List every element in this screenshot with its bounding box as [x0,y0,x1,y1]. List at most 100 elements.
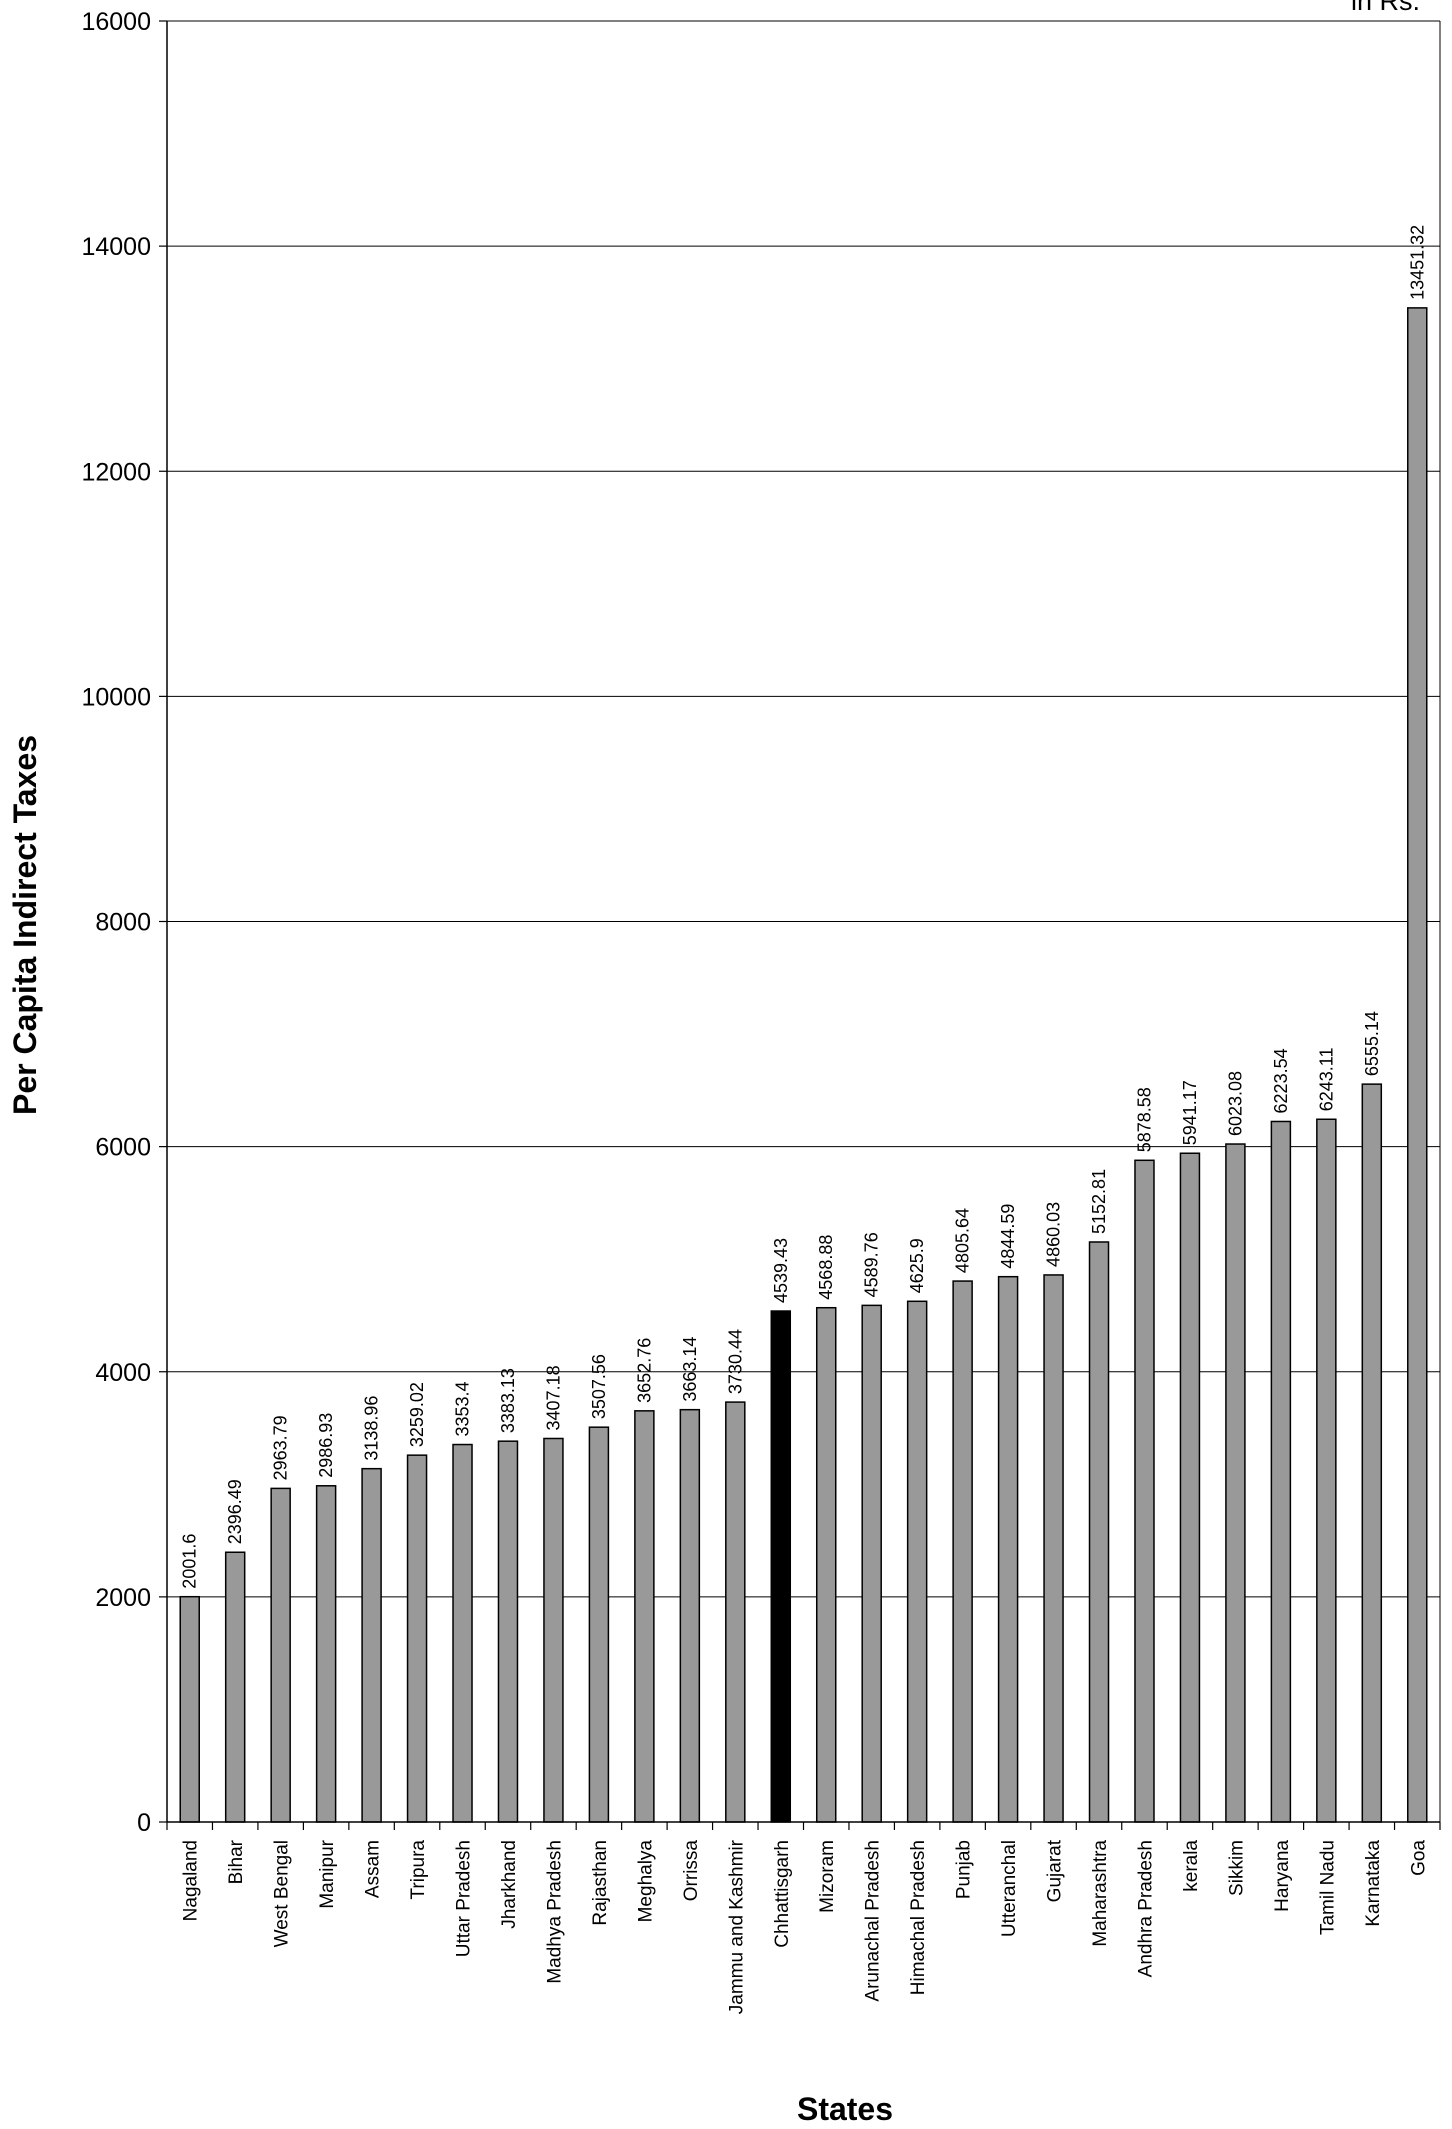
bar [361,1467,382,1823]
bars [179,307,1428,1823]
x-tick-label: Uttar Pradesh [454,1840,475,1957]
bar [1088,1241,1110,1823]
x-tick-label: Tripura [408,1840,429,1900]
bar [1179,1152,1201,1823]
data-label: 3663.14 [680,1337,700,1402]
data-label: 3507.56 [589,1354,609,1419]
x-tick-label: Karnataka [1363,1840,1384,1927]
x-tick-label: Goa [1408,1840,1429,1876]
bar [770,1310,792,1823]
data-label: 3353.4 [453,1381,473,1436]
x-axis-title: States [797,2091,893,2127]
data-label: 2986.93 [316,1413,336,1478]
data-label: 2396.49 [225,1479,245,1544]
x-tick-label: Chhattisgarh [772,1840,793,1948]
y-tick-label: 16000 [81,8,151,36]
data-label: 4589.76 [862,1232,882,1297]
y-tick-label: 0 [137,1809,151,1837]
bar [543,1437,564,1823]
bar [1043,1274,1064,1823]
x-tick-label: Sikkim [1226,1840,1247,1896]
bar [1270,1120,1292,1823]
x-tick-label: Jammu and Kashmir [726,1839,747,2014]
x-tick-label: Gujarat [1045,1839,1066,1902]
data-label: 13451.32 [1407,225,1427,300]
bar [1134,1159,1155,1823]
bar [815,1306,837,1823]
data-label: 4844.59 [998,1204,1018,1269]
bar [634,1410,655,1823]
x-tick-label: Utteranchal [999,1840,1020,1937]
x-tick-label: Himachal Pradesh [908,1840,929,1995]
bar [315,1485,337,1823]
x-tick-label: Maharashtra [1090,1840,1111,1947]
bar [861,1304,882,1823]
data-label: 4625.9 [907,1238,927,1293]
y-tick-label: 4000 [95,1359,151,1387]
data-label: 5152.81 [1089,1169,1109,1234]
data-label: 2001.6 [180,1534,200,1589]
x-tick-label: Manipur [317,1839,338,1908]
bar [997,1275,1019,1823]
data-label: 3383.13 [498,1368,518,1433]
data-label: 6223.54 [1271,1048,1291,1113]
data-label: 2963.79 [271,1415,291,1480]
bar [406,1454,428,1823]
data-label: 3407.18 [543,1365,563,1430]
bar [1407,307,1428,1823]
x-tick-label: Andhra Pradesh [1135,1840,1156,1977]
y-axis-title: Per Capita Indirect Taxes [7,735,43,1115]
x-tick-label: Assam [363,1840,384,1898]
data-label: 5941.17 [1180,1080,1200,1145]
data-label: 3652.76 [634,1338,654,1403]
x-tick-label: Mizoram [817,1840,838,1913]
x-tick-label: Madhya Pradesh [544,1840,565,1984]
x-tick-label: Haryana [1272,1840,1293,1912]
bar [906,1300,928,1823]
y-tick-label: 8000 [95,909,151,937]
unit-label: in Rs. [1351,0,1420,16]
y-tick-label: 10000 [81,683,151,711]
data-label: 5878.58 [1134,1087,1154,1152]
data-label: 4860.03 [1044,1202,1064,1267]
bar [679,1408,701,1823]
data-label: 4539.43 [771,1238,791,1303]
x-tick-label: Rajasthan [590,1840,611,1926]
x-tick-label: kerala [1181,1840,1202,1892]
data-label: 4805.64 [953,1208,973,1273]
data-label: 3730.44 [725,1329,745,1394]
data-label: 4568.88 [816,1235,836,1300]
x-tick-label: Tamil Nadu [1317,1840,1338,1935]
bar [224,1551,246,1823]
bar [1316,1118,1337,1823]
data-label: 3259.02 [407,1382,427,1447]
y-tick-label: 6000 [95,1134,151,1162]
axes [159,20,1441,1830]
bar [179,1595,200,1823]
x-tick-label: Orrissa [681,1840,702,1902]
bar [1225,1143,1246,1823]
bar [452,1443,473,1823]
x-tick-label: Jharkhand [499,1840,520,1929]
y-tick-label: 14000 [81,233,151,261]
data-label: 6555.14 [1362,1011,1382,1076]
x-tick-label: Arunachal Pradesh [863,1840,884,2002]
y-tick-labels: 0 2000 4000 6000 8000 10000 12000 14000 16000 [81,8,151,1837]
bar [1361,1083,1383,1823]
data-labels: 2001.6 2396.49 2963.79 2986.93 3138.96 3259.0… [180,225,1428,1589]
data-label: 6243.11 [1316,1048,1336,1112]
bar [725,1401,746,1823]
bar [952,1280,973,1823]
x-tick-label: Nagaland [181,1840,202,1921]
gridlines [167,20,1440,1598]
data-label: 6023.08 [1225,1071,1245,1136]
x-tick-label: Meghalya [635,1840,656,1923]
y-tick-label: 2000 [95,1584,151,1612]
x-tick-label: Bihar [226,1839,247,1884]
data-label: 3138.96 [362,1396,382,1461]
bar [497,1440,519,1823]
x-tick-label: West Bengal [272,1840,293,1947]
y-tick-label: 12000 [81,458,151,486]
x-tick-label: Punjab [954,1840,975,1899]
